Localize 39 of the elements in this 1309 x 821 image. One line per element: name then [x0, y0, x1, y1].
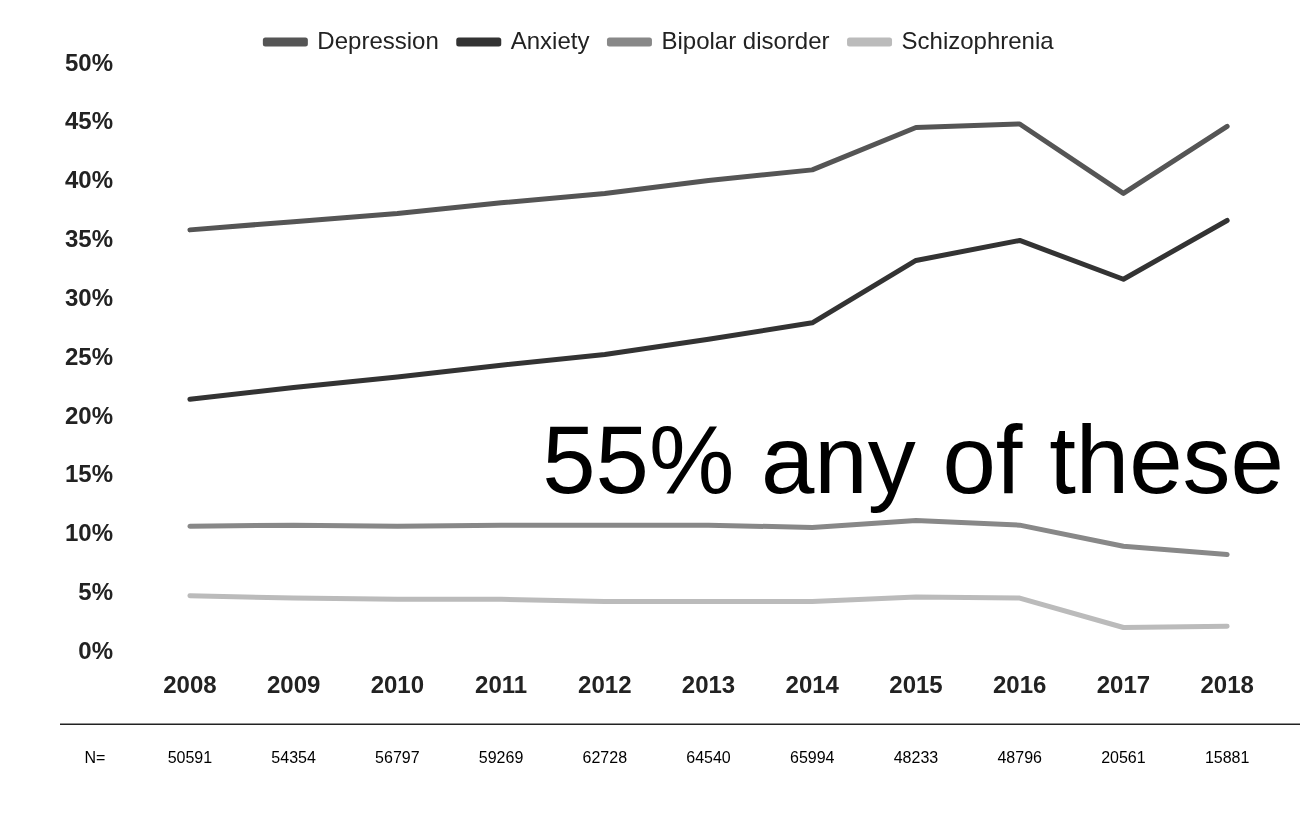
- y-tick-label: 25%: [64, 342, 114, 370]
- text: 56797: [375, 748, 420, 766]
- text: 15881: [1204, 748, 1250, 766]
- x-tick-label: 2016: [992, 671, 1047, 699]
- text: 54354: [271, 748, 316, 766]
- x-tick-label: 2010: [370, 671, 425, 699]
- text: 48796: [997, 748, 1043, 766]
- legend-label: Bipolar disorder: [661, 26, 830, 54]
- x-tick-label: 2015: [889, 671, 943, 699]
- y-tick-label: 10%: [64, 519, 114, 547]
- x-tick-label: 2008: [163, 671, 217, 699]
- text: 20561: [1101, 748, 1146, 766]
- x-tick-label: 2014: [785, 671, 840, 699]
- legend-label: Depression: [317, 26, 439, 54]
- x-tick-label: 2017: [1096, 671, 1151, 699]
- x-tick-label: 2018: [1200, 671, 1254, 699]
- y-tick-label: 15%: [64, 460, 114, 488]
- x-tick-label: 2013: [681, 671, 736, 699]
- text: 59269: [478, 748, 524, 766]
- x-tick-label: 2009: [266, 671, 321, 699]
- y-tick-label: 45%: [64, 107, 114, 135]
- text: 50591: [167, 748, 213, 766]
- y-tick-label: 35%: [64, 225, 114, 253]
- text: 62728: [582, 748, 628, 766]
- y-tick-label: 30%: [64, 283, 114, 311]
- y-tick-label: 50%: [64, 48, 114, 76]
- legend-label: Schizophrenia: [901, 26, 1055, 54]
- annotation: 55% any of these: [542, 406, 1284, 514]
- text: N=: [84, 748, 106, 766]
- x-tick-label: 2012: [578, 671, 632, 699]
- x-tick-label: 2011: [475, 671, 528, 699]
- text: 65994: [789, 748, 835, 766]
- y-tick-label: 5%: [78, 578, 114, 606]
- y-tick-label: 0%: [78, 636, 114, 664]
- y-tick-label: 20%: [64, 401, 114, 429]
- text: 48233: [893, 748, 939, 766]
- legend-label: Anxiety: [510, 26, 590, 54]
- y-tick-label: 40%: [64, 166, 114, 194]
- text: 64540: [686, 748, 731, 766]
